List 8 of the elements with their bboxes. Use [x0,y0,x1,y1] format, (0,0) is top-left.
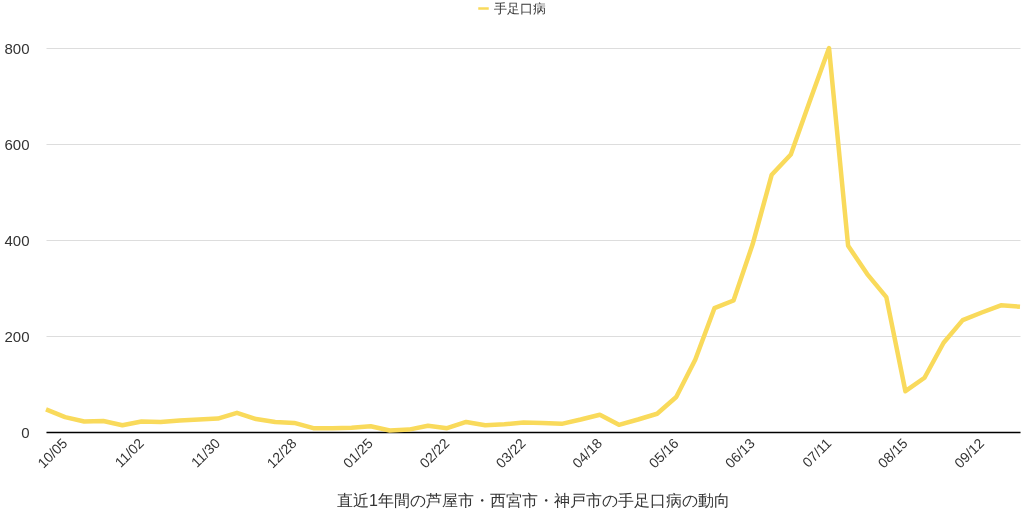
y-tick-label: 200 [4,327,30,345]
legend-label: 手足口病 [494,0,546,16]
y-tick-label: 800 [4,39,30,57]
x-axis-title: 直近1年間の芦屋市・西宮市・神戸市の手足口病の動向 [337,492,730,510]
y-tick-label: 400 [4,231,30,249]
y-tick-label: 600 [4,135,30,153]
line-series [43,45,1023,433]
y-tick-label: 0 [21,423,30,441]
